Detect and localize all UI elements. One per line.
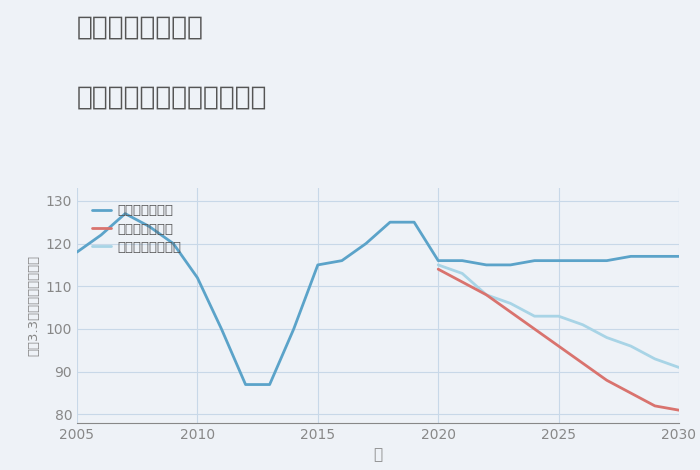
グッドシナリオ (554, 258, 563, 264)
グッドシナリオ (290, 326, 298, 332)
バッドシナリオ (506, 309, 514, 315)
グッドシナリオ (386, 219, 394, 225)
バッドシナリオ (482, 292, 491, 298)
グッドシナリオ (531, 258, 539, 264)
Legend: グッドシナリオ, バッドシナリオ, ノーマルシナリオ: グッドシナリオ, バッドシナリオ, ノーマルシナリオ (90, 202, 184, 257)
グッドシナリオ (506, 262, 514, 268)
Line: ノーマルシナリオ: ノーマルシナリオ (438, 265, 679, 368)
グッドシナリオ (97, 232, 105, 238)
ノーマルシナリオ (626, 343, 635, 349)
ノーマルシナリオ (603, 335, 611, 340)
Text: 埼玉県新白岡駅の: 埼玉県新白岡駅の (77, 14, 204, 40)
グッドシナリオ (217, 326, 225, 332)
ノーマルシナリオ (458, 271, 466, 276)
グッドシナリオ (73, 249, 81, 255)
ノーマルシナリオ (675, 365, 683, 370)
バッドシナリオ (626, 390, 635, 396)
バッドシナリオ (675, 407, 683, 413)
グッドシナリオ (337, 258, 346, 264)
グッドシナリオ (265, 382, 274, 387)
Line: バッドシナリオ: バッドシナリオ (438, 269, 679, 410)
グッドシナリオ (314, 262, 322, 268)
グッドシナリオ (362, 241, 370, 246)
バッドシナリオ (434, 266, 442, 272)
グッドシナリオ (458, 258, 466, 264)
バッドシナリオ (578, 360, 587, 366)
Line: グッドシナリオ: グッドシナリオ (77, 214, 679, 384)
グッドシナリオ (675, 253, 683, 259)
ノーマルシナリオ (651, 356, 659, 362)
グッドシナリオ (626, 253, 635, 259)
ノーマルシナリオ (434, 262, 442, 268)
バッドシナリオ (531, 326, 539, 332)
バッドシナリオ (603, 377, 611, 383)
Text: 中古マンションの価格推移: 中古マンションの価格推移 (77, 85, 267, 110)
グッドシナリオ (145, 224, 153, 229)
グッドシナリオ (193, 275, 202, 281)
グッドシナリオ (651, 253, 659, 259)
ノーマルシナリオ (482, 292, 491, 298)
ノーマルシナリオ (531, 313, 539, 319)
グッドシナリオ (434, 258, 442, 264)
グッドシナリオ (121, 211, 130, 217)
バッドシナリオ (651, 403, 659, 409)
グッドシナリオ (578, 258, 587, 264)
ノーマルシナリオ (578, 322, 587, 328)
ノーマルシナリオ (554, 313, 563, 319)
X-axis label: 年: 年 (373, 447, 383, 462)
グッドシナリオ (169, 241, 178, 246)
Y-axis label: 平（3.3㎡）単価（万円）: 平（3.3㎡）単価（万円） (27, 255, 40, 356)
グッドシナリオ (241, 382, 250, 387)
グッドシナリオ (603, 258, 611, 264)
グッドシナリオ (482, 262, 491, 268)
バッドシナリオ (554, 343, 563, 349)
ノーマルシナリオ (506, 300, 514, 306)
グッドシナリオ (410, 219, 419, 225)
バッドシナリオ (458, 279, 466, 285)
